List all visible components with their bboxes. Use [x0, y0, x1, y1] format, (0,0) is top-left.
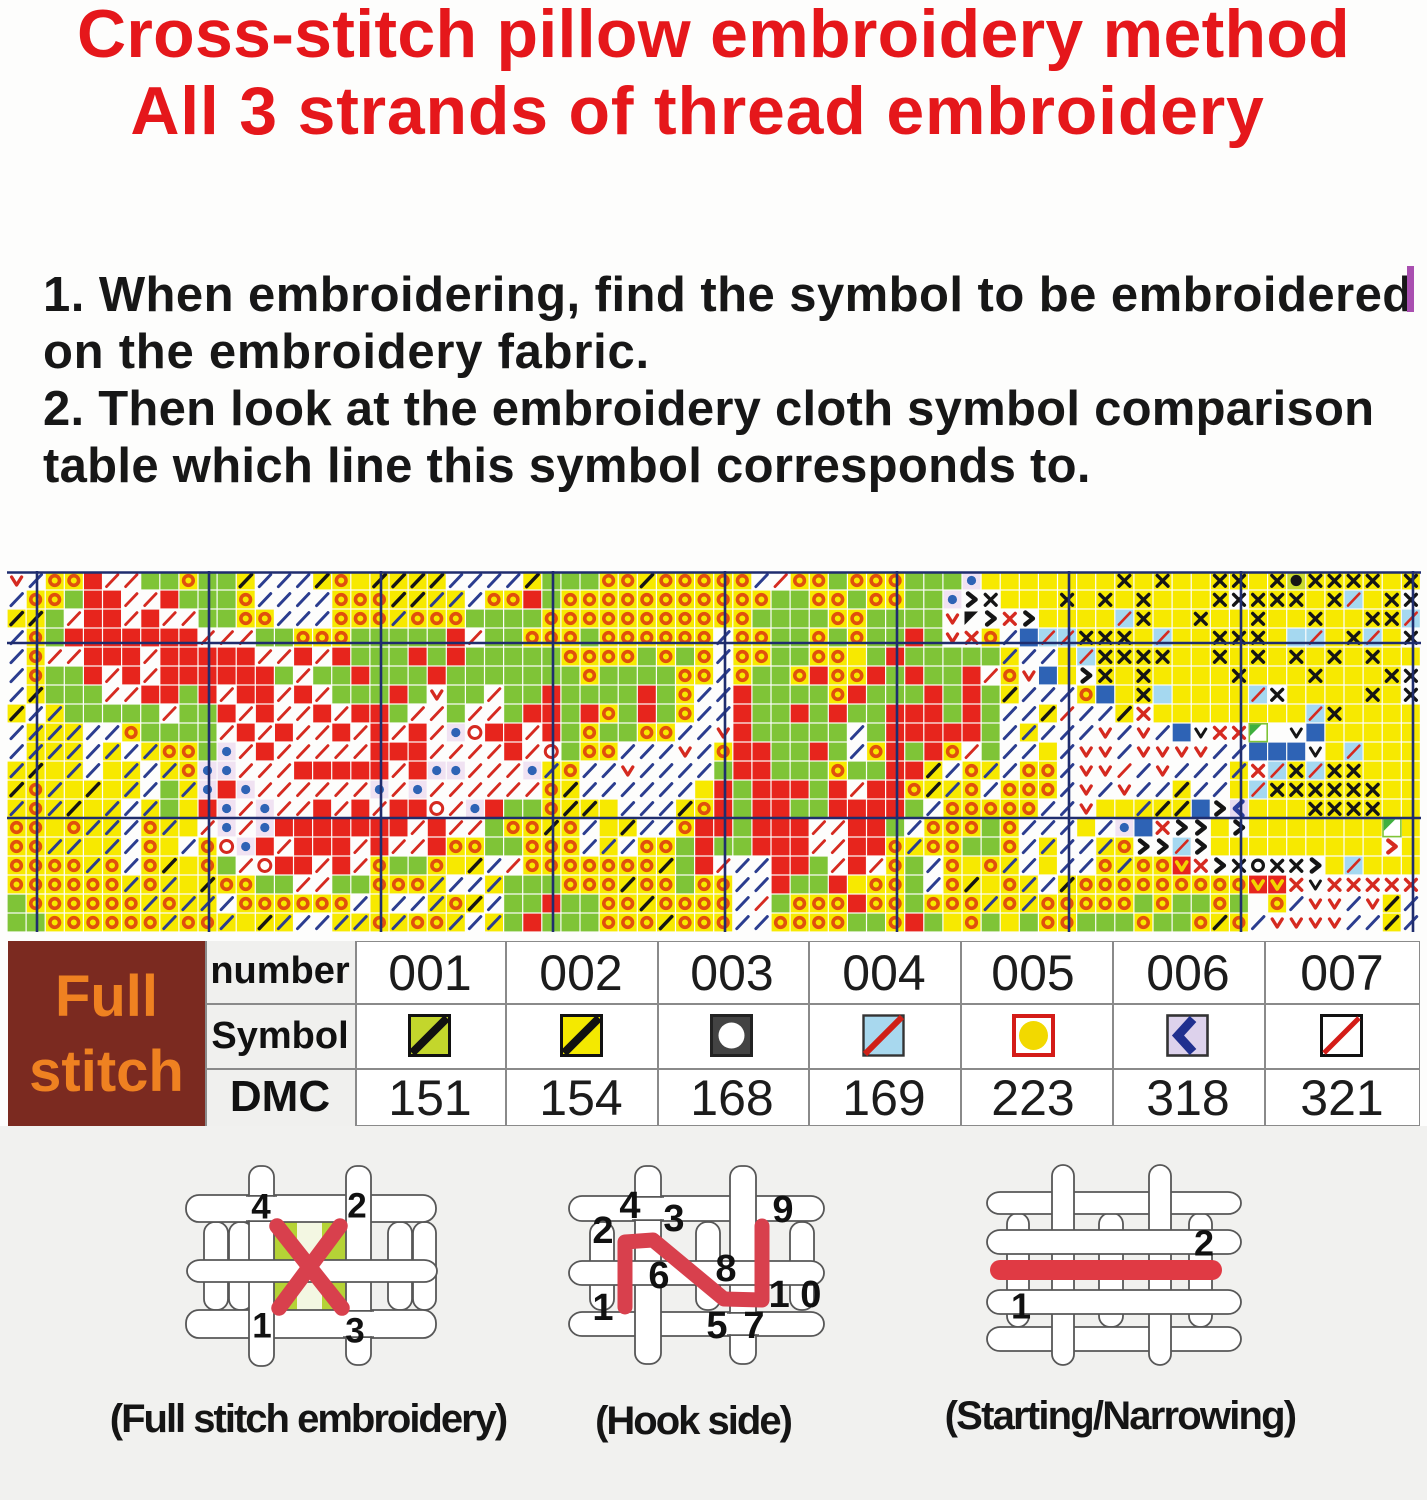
svg-text:2: 2	[592, 1210, 613, 1252]
svg-text:2: 2	[347, 1187, 366, 1226]
svg-text:7: 7	[743, 1305, 764, 1347]
svg-text:6: 6	[648, 1255, 669, 1297]
svg-text:9: 9	[772, 1189, 793, 1231]
svg-text:8: 8	[715, 1248, 736, 1290]
svg-text:4: 4	[619, 1185, 640, 1227]
svg-text:3: 3	[345, 1312, 364, 1351]
svg-text:1 0: 1 0	[769, 1274, 822, 1316]
svg-text:3: 3	[663, 1198, 684, 1240]
svg-text:1: 1	[1011, 1286, 1031, 1327]
svg-text:4: 4	[251, 1188, 271, 1227]
svg-text:2: 2	[1194, 1223, 1214, 1264]
svg-text:5: 5	[706, 1305, 727, 1347]
svg-text:1: 1	[592, 1287, 613, 1329]
svg-text:1: 1	[252, 1307, 271, 1346]
